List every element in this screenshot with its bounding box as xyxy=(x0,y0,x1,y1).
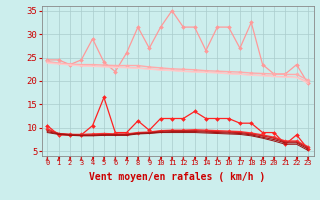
X-axis label: Vent moyen/en rafales ( km/h ): Vent moyen/en rafales ( km/h ) xyxy=(90,172,266,182)
